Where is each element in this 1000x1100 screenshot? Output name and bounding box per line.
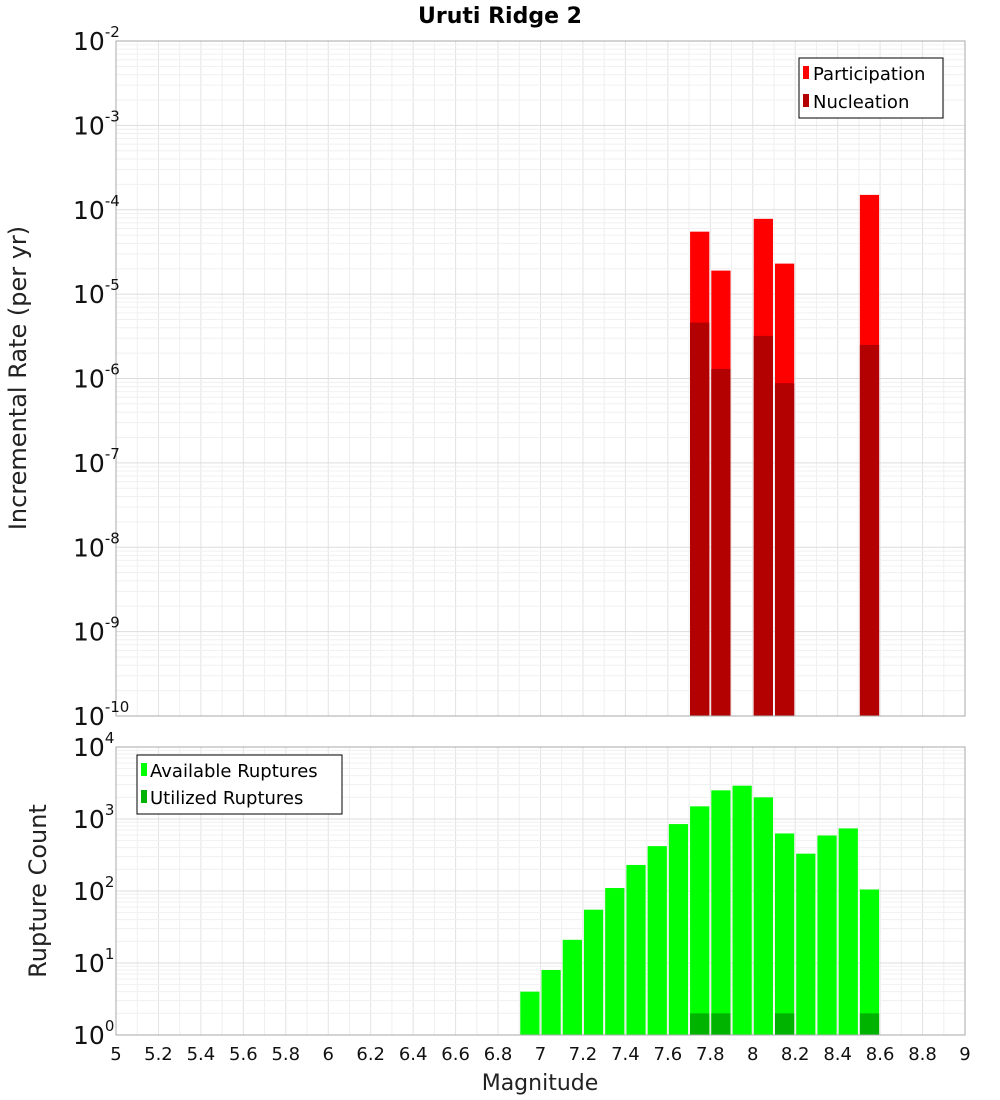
x-tick-label: 5.4: [187, 1044, 216, 1065]
y-tick-label: 100: [73, 1017, 114, 1050]
bottom-x-ticks: 5 5.2 5.4 5.6 5.8 6 6.2 6.4 6.6 6.8 7 7.2 7.4 7.6 7.8 8…: [110, 1044, 970, 1065]
bar-nucleation: [711, 368, 731, 716]
y-tick-label: 10-2: [73, 23, 120, 56]
x-tick-label: 7.2: [569, 1044, 598, 1065]
bar-utilized-ruptures: [690, 1013, 710, 1035]
bottom-bars: [520, 785, 880, 1035]
x-tick-label: 8.6: [866, 1044, 895, 1065]
top-plot-frame: [115, 40, 966, 717]
legend-label-participation: Participation: [813, 64, 925, 85]
legend-label-utilized-ruptures: Utilized Ruptures: [150, 788, 303, 809]
bar-available-ruptures: [690, 806, 710, 1035]
x-tick-label: 6.6: [441, 1044, 470, 1065]
x-tick-label: 5.8: [271, 1044, 300, 1065]
y-tick-label: 10-6: [73, 361, 120, 394]
y-tick-label: 103: [73, 801, 114, 834]
y-tick-label: 10-8: [73, 529, 120, 562]
x-axis-label: Magnitude: [482, 1071, 599, 1096]
y-tick-label: 10-4: [73, 192, 120, 225]
x-tick-label: 7: [535, 1044, 546, 1065]
x-tick-label: 6.8: [484, 1044, 513, 1065]
legend-swatch-available-ruptures: [141, 763, 147, 776]
bar-available-ruptures: [668, 824, 689, 1035]
bar-available-ruptures: [647, 846, 667, 1035]
bar-available-ruptures: [838, 828, 858, 1035]
y-tick-label: 10-5: [73, 276, 120, 309]
bottom-plot-frame: [115, 746, 966, 1036]
x-tick-label: 8.2: [781, 1044, 810, 1065]
bar-nucleation: [690, 322, 710, 716]
top-bars: [690, 194, 880, 716]
x-tick-label: 6: [323, 1044, 334, 1065]
x-tick-label: 7.6: [654, 1044, 683, 1065]
legend-swatch-utilized-ruptures: [141, 790, 147, 803]
bar-nucleation: [753, 335, 773, 716]
bar-available-ruptures: [711, 790, 731, 1035]
bar-available-ruptures: [562, 939, 582, 1035]
bar-available-ruptures: [796, 853, 816, 1035]
top-y-axis-label: Incremental Rate (per yr): [4, 226, 32, 530]
bottom-y-ticks: 100 101 102 103 104: [73, 729, 114, 1050]
bar-available-ruptures: [605, 888, 625, 1035]
legend-label-available-ruptures: Available Ruptures: [150, 761, 318, 782]
x-tick-label: 9: [959, 1044, 970, 1065]
legend-swatch-participation: [803, 66, 809, 79]
x-tick-label: 8.8: [908, 1044, 937, 1065]
y-tick-label: 102: [73, 873, 114, 906]
top-legend: Participation Nucleation: [798, 57, 944, 119]
bottom-legend: Available Ruptures Utilized Ruptures: [136, 754, 343, 815]
x-tick-label: 6.4: [399, 1044, 428, 1065]
top-gridlines: [115, 41, 966, 717]
x-tick-label: 6.2: [356, 1044, 385, 1065]
x-tick-label: 5.6: [229, 1044, 258, 1065]
bar-available-ruptures: [626, 864, 646, 1035]
bar-available-ruptures: [817, 835, 837, 1035]
y-tick-label: 101: [73, 945, 114, 978]
y-tick-label: 10-7: [73, 445, 120, 478]
x-tick-label: 5: [110, 1044, 121, 1065]
bar-available-ruptures: [520, 991, 540, 1035]
bar-available-ruptures: [859, 889, 880, 1035]
bar-utilized-ruptures: [711, 1013, 731, 1035]
bar-available-ruptures: [541, 969, 561, 1035]
chart-title: Uruti Ridge 2: [418, 4, 582, 29]
bar-nucleation: [774, 383, 795, 716]
bar-utilized-ruptures: [774, 1013, 795, 1035]
top-legend-box: [798, 57, 944, 119]
x-tick-label: 5.2: [144, 1044, 173, 1065]
x-tick-label: 8.4: [823, 1044, 852, 1065]
x-tick-label: 7.4: [611, 1044, 640, 1065]
y-tick-label: 104: [73, 729, 114, 762]
bar-available-ruptures: [774, 833, 795, 1035]
legend-swatch-nucleation: [803, 94, 809, 107]
bar-available-ruptures: [583, 909, 604, 1035]
x-tick-label: 7.8: [696, 1044, 725, 1065]
y-tick-label: 10-9: [73, 614, 120, 647]
legend-label-nucleation: Nucleation: [813, 92, 909, 113]
bar-available-ruptures: [753, 797, 773, 1035]
y-tick-label: 10-10: [73, 698, 129, 731]
bar-available-ruptures: [732, 785, 752, 1035]
top-y-ticks: 10-10 10-9 10-8 10-7 10-6 10-5 10-4 10-3 10-2: [73, 23, 129, 731]
y-tick-label: 10-3: [73, 107, 120, 140]
bottom-y-axis-label: Rupture Count: [24, 804, 52, 978]
bottom-legend-box: [136, 754, 343, 815]
x-tick-label: 8: [747, 1044, 758, 1065]
bar-utilized-ruptures: [859, 1013, 880, 1035]
bar-nucleation: [859, 344, 880, 716]
